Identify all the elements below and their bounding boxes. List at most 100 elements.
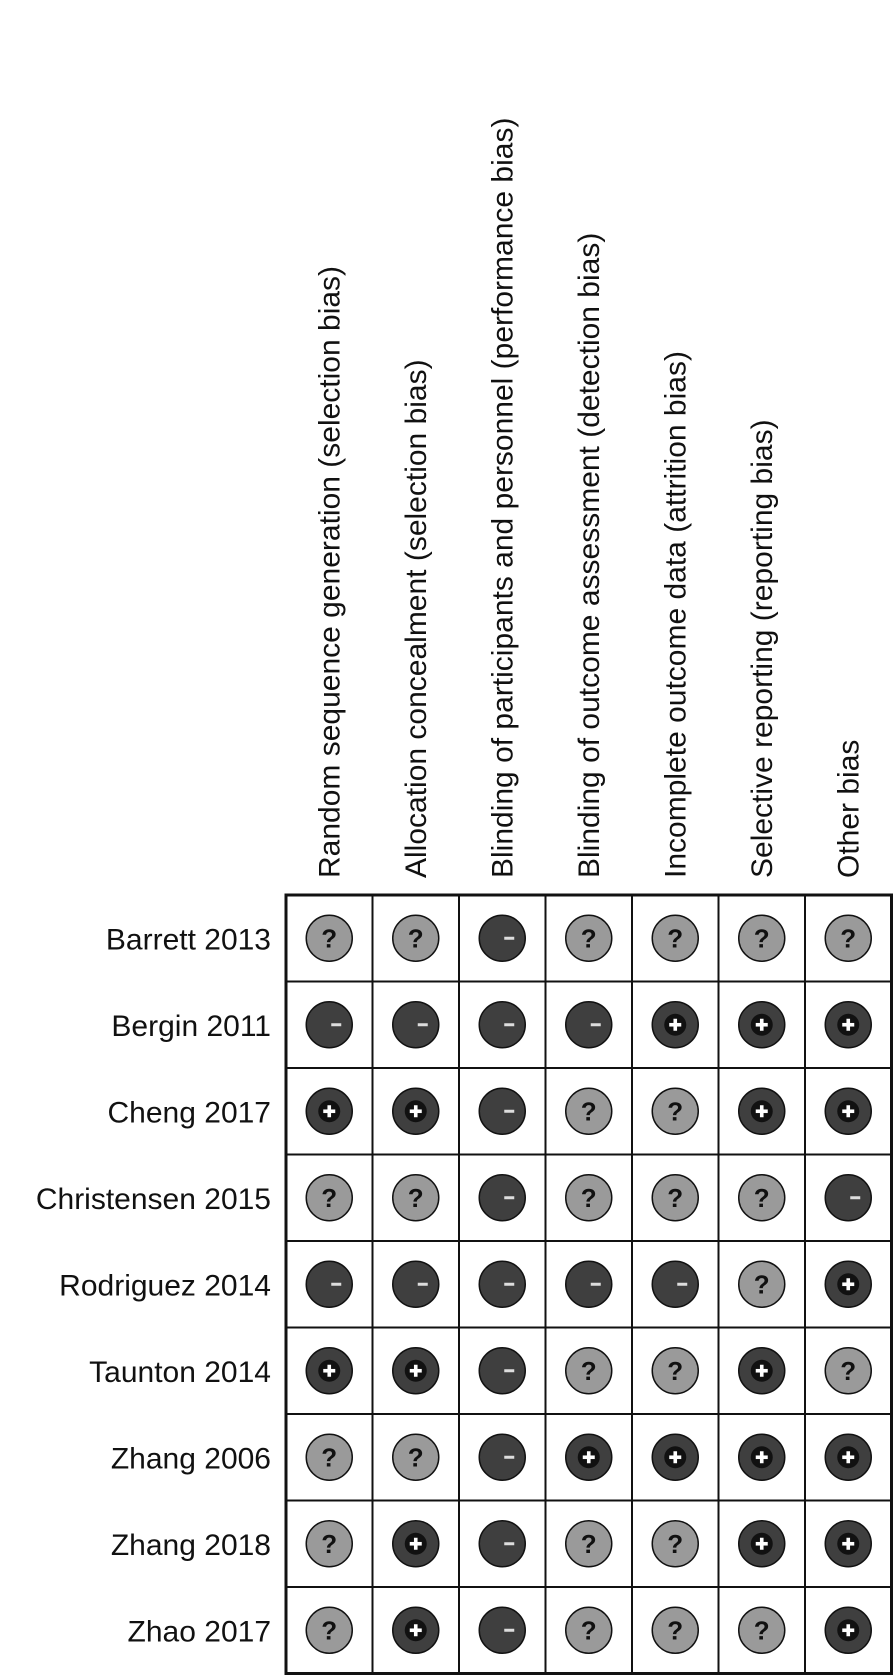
question-icon: ? [754, 1183, 770, 1213]
judgement-circle [478, 914, 526, 962]
minus-icon [590, 1282, 601, 1286]
question-icon: ? [754, 1615, 770, 1645]
judgement-circle [651, 914, 699, 962]
plus-icon-v [327, 1364, 332, 1377]
judgement-mark-unclear: ? [565, 1087, 613, 1135]
judgement-mark-low [392, 1520, 440, 1568]
judgement-mark-low [824, 1260, 872, 1308]
judgement-mark-unclear: ? [305, 1520, 353, 1568]
judgement-mark-unclear: ? [738, 1606, 786, 1654]
plus-icon-v [759, 1364, 764, 1377]
judgement-mark-low [824, 1520, 872, 1568]
judgement-circle [305, 1174, 353, 1222]
judgement-mark-low [738, 1433, 786, 1481]
plus-icon-v [759, 1537, 764, 1550]
judgement-circle [651, 1606, 699, 1654]
minus-icon [504, 1282, 515, 1286]
question-icon: ? [667, 1183, 683, 1213]
plus-icon-v [413, 1537, 418, 1550]
judgement-mark-low [738, 1087, 786, 1135]
study-label: Zhang 2006 [111, 1442, 271, 1475]
judgement-mark-unclear: ? [651, 1347, 699, 1395]
judgement-mark-low [392, 1087, 440, 1135]
judgement-circle [651, 1347, 699, 1395]
question-icon: ? [581, 1183, 597, 1213]
question-icon: ? [408, 1442, 424, 1472]
judgement-circle [565, 1087, 613, 1135]
plus-icon-v [413, 1105, 418, 1118]
judgement-circle [738, 1606, 786, 1654]
domain-label: Random sequence generation (selection bi… [313, 266, 346, 878]
judgement-mark-low [565, 1433, 613, 1481]
plus-icon-v [673, 1018, 678, 1031]
plus-icon-v [413, 1624, 418, 1637]
minus-icon [504, 1628, 515, 1632]
plus-icon-v [846, 1278, 851, 1291]
judgement-mark-high [478, 1606, 526, 1654]
judgement-mark-unclear: ? [565, 1606, 613, 1654]
question-icon: ? [321, 923, 337, 953]
judgement-mark-high [565, 1260, 613, 1308]
judgement-mark-low [651, 1001, 699, 1049]
minus-icon [504, 1023, 515, 1027]
study-label: Zhao 2017 [128, 1615, 271, 1648]
minus-icon [504, 1542, 515, 1546]
judgement-circle [305, 1520, 353, 1568]
question-icon: ? [667, 923, 683, 953]
question-icon: ? [581, 1615, 597, 1645]
judgement-mark-unclear: ? [651, 914, 699, 962]
judgement-circle [651, 1520, 699, 1568]
judgement-circle [824, 1347, 872, 1395]
judgement-mark-high [478, 1347, 526, 1395]
question-icon: ? [321, 1183, 337, 1213]
judgement-mark-high [478, 1087, 526, 1135]
judgement-circle [738, 1174, 786, 1222]
judgement-mark-unclear: ? [565, 914, 613, 962]
minus-icon [504, 936, 515, 940]
judgement-circle [305, 1606, 353, 1654]
question-icon: ? [840, 923, 856, 953]
judgement-mark-unclear: ? [565, 1520, 613, 1568]
plus-icon-v [327, 1105, 332, 1118]
study-label: Barrett 2013 [106, 923, 271, 956]
study-label: Bergin 2011 [111, 1010, 271, 1043]
judgement-circle [392, 1001, 440, 1049]
judgement-circle [305, 1260, 353, 1308]
judgement-mark-unclear: ? [651, 1606, 699, 1654]
judgement-mark-high [478, 1433, 526, 1481]
judgement-circle [305, 1001, 353, 1049]
judgement-circle [305, 1433, 353, 1481]
judgement-mark-high [305, 1260, 353, 1308]
judgement-circle [392, 1260, 440, 1308]
judgement-mark-high [392, 1260, 440, 1308]
judgement-mark-low [305, 1347, 353, 1395]
question-icon: ? [667, 1096, 683, 1126]
question-icon: ? [321, 1442, 337, 1472]
question-icon: ? [754, 923, 770, 953]
judgement-marks: ?????????????????????????? [305, 914, 872, 1654]
question-icon: ? [408, 923, 424, 953]
judgement-mark-high [565, 1001, 613, 1049]
domain-label: Other bias [832, 740, 865, 878]
judgement-mark-low [824, 1433, 872, 1481]
judgement-mark-unclear: ? [738, 1260, 786, 1308]
judgement-mark-low [738, 1520, 786, 1568]
domain-label: Blinding of participants and personnel (… [486, 118, 519, 878]
judgement-circle [478, 1260, 526, 1308]
minus-icon [331, 1023, 342, 1027]
judgement-mark-low [392, 1347, 440, 1395]
question-icon: ? [408, 1183, 424, 1213]
minus-icon [677, 1282, 688, 1286]
minus-icon [504, 1455, 515, 1459]
judgement-circle [392, 1433, 440, 1481]
domain-label: Blinding of outcome assessment (detectio… [573, 233, 606, 878]
judgement-circle [478, 1174, 526, 1222]
judgement-circle [565, 914, 613, 962]
judgement-mark-unclear: ? [565, 1174, 613, 1222]
minus-icon [504, 1369, 515, 1373]
judgement-circle [478, 1606, 526, 1654]
judgement-mark-unclear: ? [738, 1174, 786, 1222]
judgement-mark-unclear: ? [651, 1087, 699, 1135]
minus-icon [331, 1282, 342, 1286]
